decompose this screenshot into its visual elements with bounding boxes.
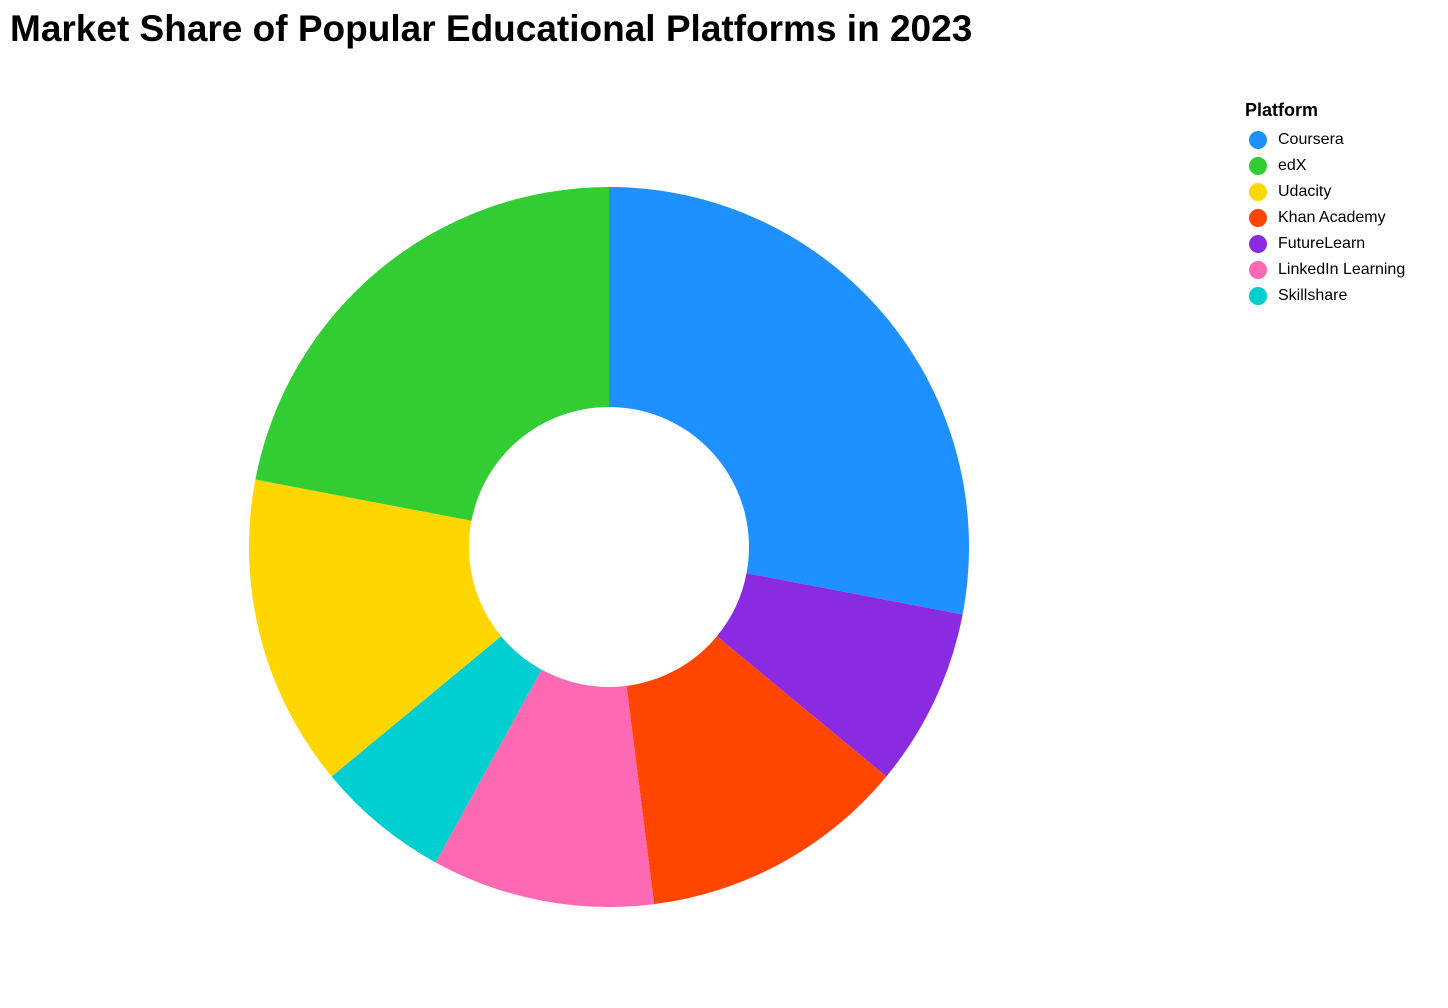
legend-label-linkedin-learning: LinkedIn Learning [1278,261,1406,278]
slice-linkedin-learning [435,669,655,907]
legend-item-udacity: Udacity [1245,179,1445,205]
legend-swatch-coursera [1249,131,1267,149]
slice-coursera [609,187,970,615]
legend-swatch-linkedin-learning [1249,261,1267,279]
legend-swatch-futurelearn [1249,235,1267,253]
legend-label-khan-academy: Khan Academy [1278,209,1386,226]
legend-label-coursera: Coursera [1278,131,1344,148]
legend-title: Platform [1245,100,1319,120]
legend-swatch-edx [1249,157,1267,175]
legend: Platform Coursera edX Udacity Khan Acade… [1245,97,1445,309]
slice-edx [255,187,609,521]
slice-skillshare [331,636,542,863]
legend-list: Coursera edX Udacity Khan Academy Future… [1245,127,1445,309]
slice-udacity [249,479,502,777]
legend-label-skillshare: Skillshare [1278,287,1348,304]
legend-label-udacity: Udacity [1278,183,1332,200]
legend-item-skillshare: Skillshare [1245,283,1445,309]
legend-item-khan-academy: Khan Academy [1245,205,1445,231]
legend-swatch-skillshare [1249,287,1267,305]
legend-swatch-khan-academy [1249,209,1267,227]
legend-item-coursera: Coursera [1245,127,1445,153]
legend-item-linkedin-learning: LinkedIn Learning [1245,257,1445,283]
legend-item-edx: edX [1245,153,1445,179]
legend-label-futurelearn: FutureLearn [1278,235,1366,252]
legend-swatch-udacity [1249,183,1267,201]
legend-label-edx: edX [1278,157,1307,174]
slice-khan-academy [626,636,887,905]
slice-futurelearn [716,573,963,777]
legend-item-futurelearn: FutureLearn [1245,231,1445,257]
chart-title: Market Share of Popular Educational Plat… [10,8,973,49]
